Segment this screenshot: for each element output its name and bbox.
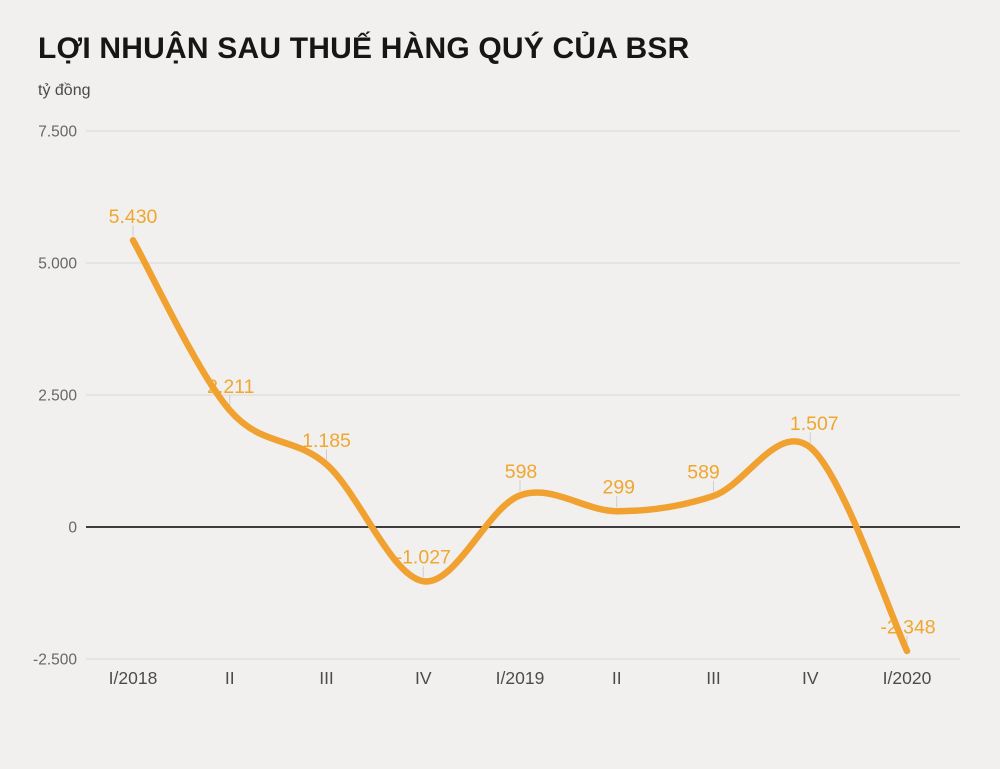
data-label: 299: [602, 477, 635, 499]
x-axis-label: II: [225, 668, 235, 688]
x-axis-label: III: [319, 668, 334, 688]
chart-title: LỢI NHUẬN SAU THUẾ HÀNG QUÝ CỦA BSR: [38, 32, 690, 65]
x-axis-label: IV: [415, 668, 432, 688]
y-axis-label: 7.500: [38, 124, 77, 141]
data-label: 598: [505, 461, 538, 483]
data-label: 5.430: [109, 206, 158, 228]
x-axis-label: I/2019: [496, 668, 545, 688]
y-axis-label: 0: [68, 520, 77, 537]
y-axis-label: 5.000: [38, 256, 77, 273]
data-label: 1.185: [302, 430, 351, 452]
data-label: 589: [687, 461, 720, 483]
data-label: 2.211: [207, 376, 254, 398]
data-label: -1.027: [396, 547, 451, 569]
x-axis-label: II: [612, 668, 622, 688]
y-axis-label: 2.500: [38, 388, 77, 405]
data-label: -2.348: [880, 616, 935, 638]
profit-spline-line: [129, 237, 911, 655]
y-axis-label: -2.500: [33, 652, 77, 669]
x-axis-label: I/2018: [109, 668, 158, 688]
data-label: 1.507: [790, 413, 839, 435]
x-axis-label: IV: [802, 668, 819, 688]
x-axis-label: I/2020: [883, 668, 932, 688]
chart-unit-label: tỷ đồng: [38, 82, 91, 99]
x-axis-label: III: [706, 668, 721, 688]
